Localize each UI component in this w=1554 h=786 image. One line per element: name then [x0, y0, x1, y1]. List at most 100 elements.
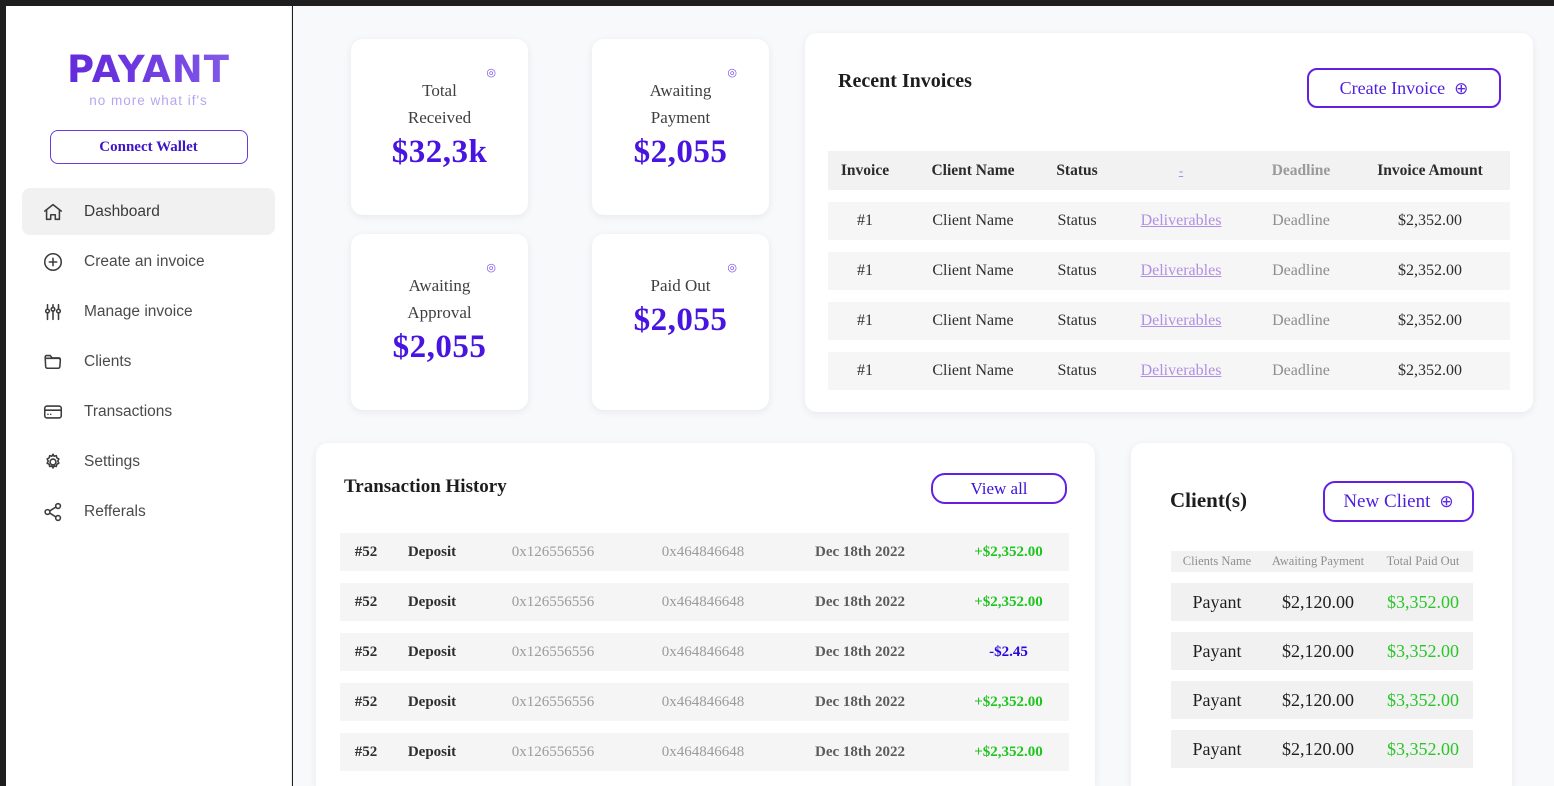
deliverables-link[interactable]: Deliverables [1140, 312, 1222, 329]
col-invoice-amount: Invoice Amount [1377, 161, 1483, 179]
client-paid: $3,352.00 [1387, 640, 1459, 661]
tx-type: Deposit [407, 693, 457, 710]
transaction-history-title: Transaction History [344, 476, 507, 497]
recent-invoices-title: Recent Invoices [838, 70, 972, 92]
clients-table: Clients Name Awaiting Payment Total Paid… [1171, 551, 1473, 768]
deliverables-link[interactable]: Deliverables [1140, 212, 1222, 229]
transaction-row[interactable]: #52 Deposit 0x126556556 0x464846648 Dec … [340, 733, 1069, 771]
invoice-id: #1 [857, 262, 873, 279]
sidebar-item-settings[interactable]: Settings [22, 438, 275, 485]
invoice-amount: $2,352.00 [1398, 212, 1462, 229]
invoice-status: Status [1057, 212, 1097, 229]
tx-amount: +$2,352.00 [974, 743, 1043, 760]
sidebar-item-clients[interactable]: Clients [22, 338, 275, 385]
sidebar-item-refferals[interactable]: Refferals [22, 488, 275, 535]
invoice-row[interactable]: #1 Client Name Status Deliverables Deadl… [828, 202, 1510, 240]
invoice-deadline: Deadline [1272, 262, 1330, 279]
invoice-id: #1 [857, 212, 873, 229]
payant-logo: PAYANT [6, 48, 291, 91]
sidebar: PAYANT no more what if's Connect Wallet … [6, 6, 292, 786]
credit-card-icon [43, 404, 63, 419]
plus-circle-icon: ⊕ [1454, 78, 1469, 98]
invoice-row[interactable]: #1 Client Name Status Deliverables Deadl… [828, 252, 1510, 290]
sidebar-item-manage-invoice[interactable]: Manage invoice [22, 288, 275, 335]
view-all-button[interactable]: View all [931, 473, 1067, 504]
stat-badge-icon: ◎ [486, 67, 496, 79]
client-paid: $3,352.00 [1387, 689, 1459, 710]
tx-id: #52 [354, 543, 378, 560]
stat-card-paid-out: ◎ Paid Out $2,055 [592, 234, 769, 410]
tx-amount: +$2,352.00 [974, 693, 1043, 710]
invoice-row[interactable]: #1 Client Name Status Deliverables Deadl… [828, 302, 1510, 340]
stat-badge-icon: ◎ [727, 262, 737, 274]
brand-tagline: no more what if's [89, 93, 208, 108]
sidebar-item-transactions[interactable]: Transactions [22, 388, 275, 435]
client-paid: $3,352.00 [1387, 591, 1459, 612]
connect-wallet-button[interactable]: Connect Wallet [49, 130, 248, 164]
invoice-deadline: Deadline [1272, 212, 1330, 229]
transaction-history-panel: Transaction History View all #52 Deposit… [316, 443, 1095, 786]
clients-table-header: Clients Name Awaiting Payment Total Paid… [1171, 551, 1473, 572]
tx-amount: +$2,352.00 [974, 593, 1043, 610]
transaction-row[interactable]: #52 Deposit 0x126556556 0x464846648 Dec … [340, 633, 1069, 671]
transaction-row[interactable]: #52 Deposit 0x126556556 0x464846648 Dec … [340, 583, 1069, 621]
client-awaiting: $2,120.00 [1282, 738, 1354, 759]
invoice-amount: $2,352.00 [1398, 262, 1462, 279]
tx-from-address: 0x126556556 [511, 693, 595, 710]
stat-title: Total Received [407, 81, 472, 127]
stat-badge-icon: ◎ [486, 262, 496, 274]
sidebar-item-label: Clients [84, 352, 132, 370]
invoice-client: Client Name [932, 212, 1014, 229]
sidebar-item-label: Create an invoice [84, 252, 205, 270]
col-total-paid-out: Total Paid Out [1386, 554, 1460, 568]
sidebar-item-create-invoice[interactable]: Create an invoice [22, 238, 275, 285]
deliverables-link[interactable]: Deliverables [1140, 262, 1222, 279]
invoice-client: Client Name [932, 362, 1014, 379]
sidebar-item-label: Manage invoice [84, 302, 193, 320]
col-deliverables-sort-link[interactable]: - [1178, 162, 1184, 178]
sidebar-item-label: Refferals [84, 502, 146, 520]
stat-value: $2,055 [633, 134, 728, 170]
transaction-row[interactable]: #52 Deposit 0x126556556 0x464846648 Dec … [340, 533, 1069, 571]
stat-title: Awaiting Payment [649, 81, 712, 127]
tx-date: Dec 18th 2022 [815, 543, 905, 560]
tx-id: #52 [354, 693, 378, 710]
tx-id: #52 [354, 593, 378, 610]
create-invoice-button[interactable]: Create Invoice ⊕ [1307, 68, 1501, 108]
client-name: Payant [1192, 689, 1242, 710]
client-row[interactable]: Payant $2,120.00 $3,352.00 [1171, 583, 1473, 621]
tx-date: Dec 18th 2022 [815, 643, 905, 660]
tx-type: Deposit [407, 643, 457, 660]
client-awaiting: $2,120.00 [1282, 640, 1354, 661]
transaction-row[interactable]: #52 Deposit 0x126556556 0x464846648 Dec … [340, 683, 1069, 721]
client-row[interactable]: Payant $2,120.00 $3,352.00 [1171, 730, 1473, 768]
col-status: Status [1056, 161, 1098, 179]
new-client-button[interactable]: New Client ⊕ [1323, 481, 1474, 522]
tx-to-address: 0x464846648 [661, 543, 745, 560]
tx-amount: +$2,352.00 [974, 543, 1043, 560]
invoice-amount: $2,352.00 [1398, 312, 1462, 329]
tx-to-address: 0x464846648 [661, 693, 745, 710]
tx-id: #52 [354, 643, 378, 660]
client-row[interactable]: Payant $2,120.00 $3,352.00 [1171, 681, 1473, 719]
client-awaiting: $2,120.00 [1282, 591, 1354, 612]
recent-invoices-panel: Recent Invoices Create Invoice ⊕ Invoice… [805, 33, 1533, 412]
sliders-icon [44, 303, 62, 320]
invoice-client: Client Name [932, 262, 1014, 279]
deliverables-link[interactable]: Deliverables [1140, 362, 1222, 379]
invoice-row[interactable]: #1 Client Name Status Deliverables Deadl… [828, 352, 1510, 390]
col-invoice: Invoice [840, 161, 890, 179]
tx-type: Deposit [407, 743, 457, 760]
client-name: Payant [1192, 738, 1242, 759]
tx-to-address: 0x464846648 [661, 643, 745, 660]
tx-to-address: 0x464846648 [661, 743, 745, 760]
brand: PAYANT no more what if's [6, 48, 291, 108]
transactions-table: #52 Deposit 0x126556556 0x464846648 Dec … [340, 533, 1069, 783]
sidebar-item-dashboard[interactable]: Dashboard [22, 188, 275, 235]
tx-from-address: 0x126556556 [511, 643, 595, 660]
plus-circle-icon [43, 252, 63, 271]
clients-panel: Client(s) New Client ⊕ Clients Name Awai… [1131, 443, 1512, 786]
client-row[interactable]: Payant $2,120.00 $3,352.00 [1171, 632, 1473, 670]
col-deadline: Deadline [1271, 161, 1331, 179]
stat-card-awaiting-payment: ◎ Awaiting Payment $2,055 [592, 39, 769, 215]
